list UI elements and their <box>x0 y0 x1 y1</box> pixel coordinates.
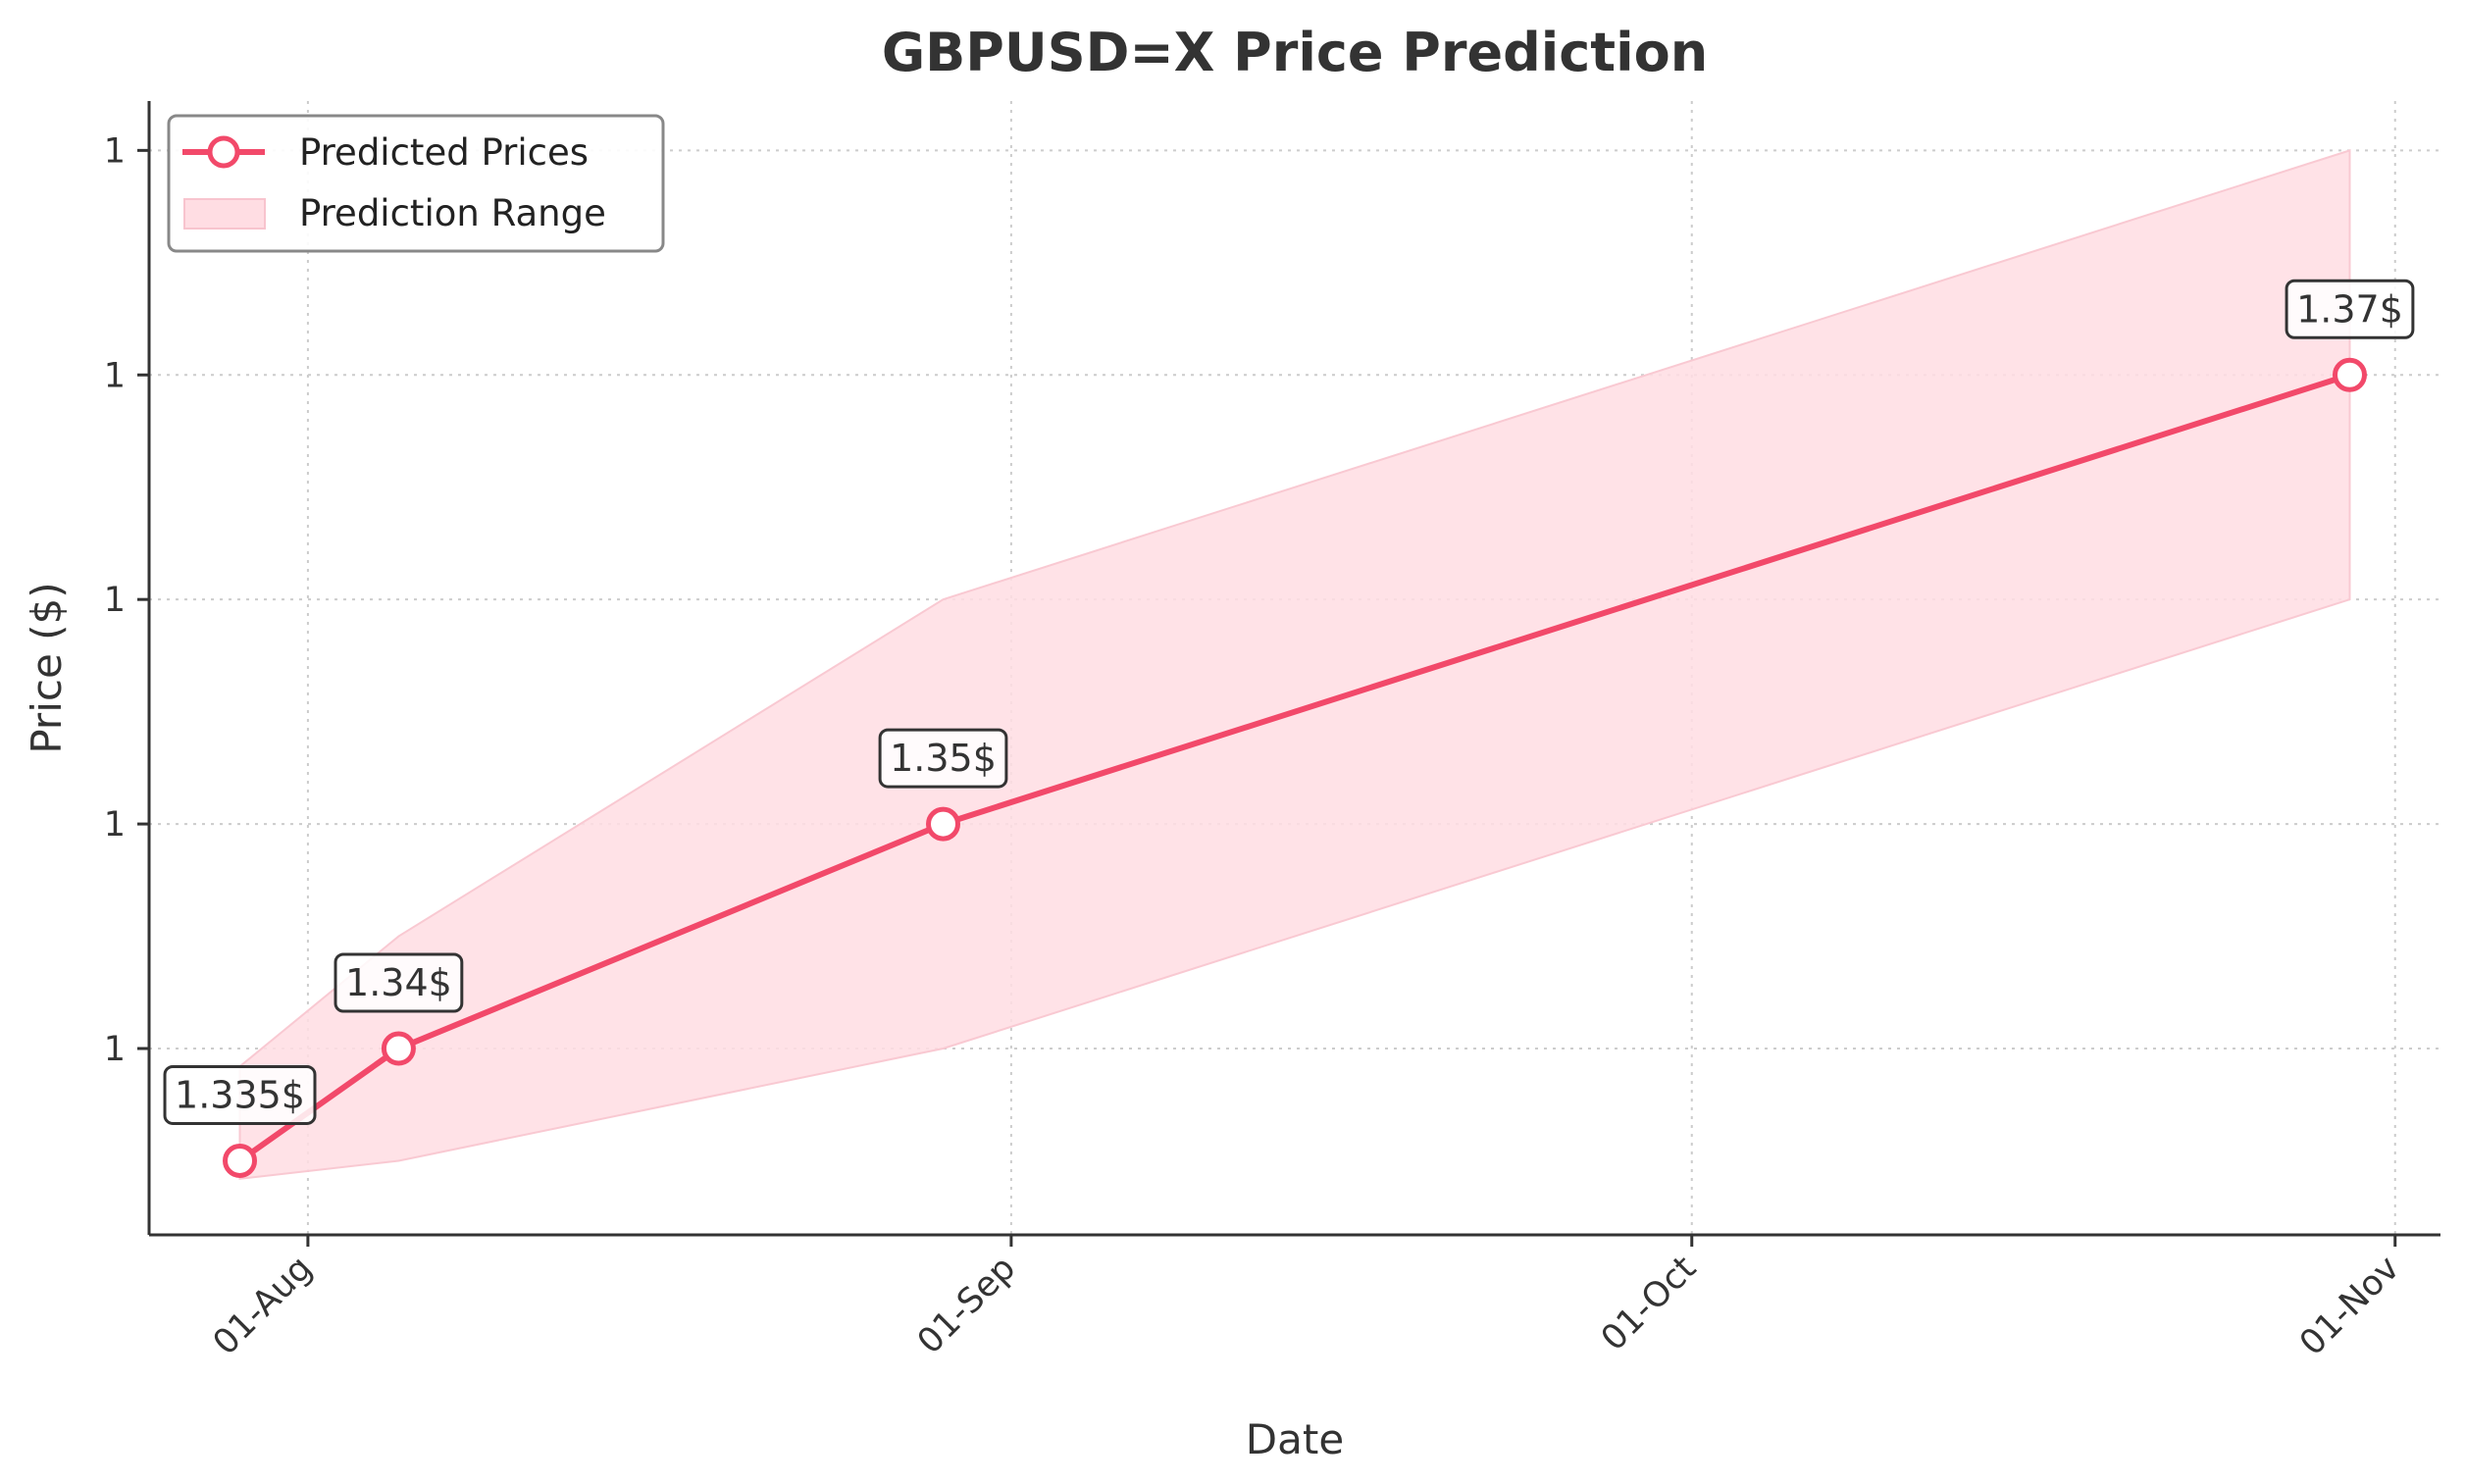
chart-title: GBPUSD=X Price Prediction <box>882 22 1708 83</box>
prediction-range-band <box>238 148 2351 1180</box>
y-axis-ticks: 1 1 1 1 1 <box>104 131 149 1069</box>
data-annotations: 1.335$ 1.34$ 1.35$ 1.37$ <box>163 279 2415 1125</box>
predicted-price-point <box>926 806 961 842</box>
y-axis-label: Price ($) <box>23 582 71 753</box>
data-label-box <box>878 728 1008 789</box>
legend-marker-icon <box>207 135 240 169</box>
legend: Predicted Prices Prediction Range <box>167 114 665 253</box>
legend-label-predicted: Predicted Prices <box>299 131 589 174</box>
predicted-prices-line <box>237 372 2351 1163</box>
x-axis-label: Date <box>1246 1415 1344 1463</box>
y-tick-label: 1 <box>104 356 126 395</box>
predicted-price-point <box>2332 357 2367 392</box>
data-label: 1.37$ <box>2296 287 2403 331</box>
legend-label-range: Prediction Range <box>299 192 606 234</box>
data-label-box <box>334 952 464 1013</box>
data-label: 1.34$ <box>345 961 452 1004</box>
prediction-range-area <box>238 148 2351 1180</box>
data-label: 1.335$ <box>175 1073 305 1116</box>
legend-range-swatch <box>183 198 266 230</box>
legend-frame <box>167 114 665 253</box>
data-label-box <box>163 1064 317 1125</box>
data-label-box <box>2285 279 2415 339</box>
y-tick-label: 1 <box>104 131 126 171</box>
y-tick-label: 1 <box>104 805 126 844</box>
data-label: 1.35$ <box>890 737 997 780</box>
y-tick-label: 1 <box>104 581 126 620</box>
y-tick-label: 1 <box>104 1030 126 1069</box>
predicted-price-point <box>381 1031 416 1066</box>
predicted-price-point <box>223 1143 258 1178</box>
predicted-prices-series <box>223 357 2367 1178</box>
